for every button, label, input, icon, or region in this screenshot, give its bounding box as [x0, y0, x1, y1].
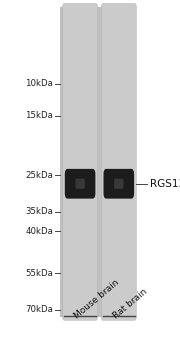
FancyBboxPatch shape: [65, 169, 95, 199]
Text: 70kDa: 70kDa: [25, 305, 53, 314]
Text: 15kDa: 15kDa: [25, 111, 53, 120]
Text: 40kDa: 40kDa: [25, 226, 53, 236]
FancyBboxPatch shape: [60, 7, 136, 317]
Text: 55kDa: 55kDa: [25, 268, 53, 278]
Text: 25kDa: 25kDa: [25, 170, 53, 180]
Text: 10kDa: 10kDa: [25, 79, 53, 89]
FancyBboxPatch shape: [63, 4, 98, 320]
FancyBboxPatch shape: [75, 178, 85, 189]
FancyBboxPatch shape: [103, 169, 134, 199]
FancyBboxPatch shape: [114, 178, 123, 189]
Text: Mouse brain: Mouse brain: [73, 278, 121, 320]
FancyBboxPatch shape: [101, 4, 136, 320]
Text: RGS13: RGS13: [150, 179, 180, 189]
Text: 35kDa: 35kDa: [25, 207, 53, 216]
Text: Rat brain: Rat brain: [111, 287, 149, 320]
